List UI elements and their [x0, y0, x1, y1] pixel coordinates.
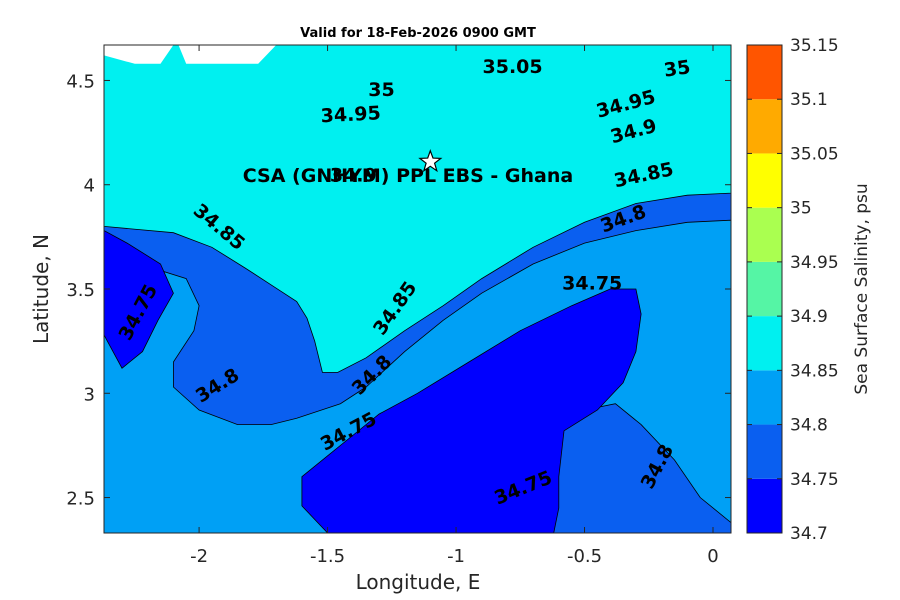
colorbar-block	[747, 207, 782, 262]
colorbar-tick-label: 35.05	[790, 144, 839, 164]
x-axis-label: Longitude, E	[356, 570, 481, 594]
colorbar-label: Sea Surface Salinity, psu	[852, 183, 872, 394]
contour-fill-layer	[104, 45, 731, 533]
x-tick-label: -2	[190, 546, 208, 567]
colorbar-tick-label: 34.9	[790, 307, 828, 327]
contour-label: 34.95	[320, 102, 381, 127]
y-tick-label: 3.5	[66, 280, 95, 301]
x-tick-label: -1.5	[310, 546, 345, 567]
colorbar-tick-label: 34.7	[790, 524, 828, 544]
colorbar-tick-label: 34.8	[790, 416, 828, 436]
site-label: CSA (GNHYM) PPL EBS - Ghana	[243, 165, 573, 187]
contour-low-region-1	[104, 230, 174, 369]
x-tick-label: -1	[447, 546, 465, 567]
colorbar-tick-label: 35	[790, 199, 812, 219]
contour-label: 35.05	[483, 56, 543, 78]
x-axis: -2 -1.5 -1 -0.5 0	[190, 45, 719, 567]
colorbar-ticks: 34.7 34.75 34.8 34.85 34.9 34.95 35 35.05 35.1 35…	[747, 36, 839, 544]
x-tick-label: 0	[707, 546, 718, 567]
contour-low-region-2	[301, 288, 642, 533]
colorbar-tick-label: 35.15	[790, 36, 839, 56]
site-marker: CSA (GNHYM) PPL EBS - Ghana	[243, 149, 573, 187]
contour-label: 34.9	[330, 164, 377, 186]
y-axis: 2.5 3 3.5 4 4.5	[66, 71, 731, 510]
contour-label: 34.75	[562, 273, 622, 295]
y-tick-label: 2.5	[66, 489, 95, 510]
y-tick-label: 4.5	[66, 71, 95, 92]
colorbar-block	[747, 99, 782, 154]
colorbar-block	[747, 424, 782, 479]
colorbar-block	[747, 261, 782, 317]
colorbar-block	[747, 316, 782, 371]
contour-label: 35	[368, 79, 394, 101]
colorbar: 34.7 34.75 34.8 34.85 34.9 34.95 35 35.05 35.1 35…	[746, 36, 872, 544]
missing-data-area	[104, 45, 277, 64]
colorbar-tick-label: 34.95	[790, 253, 839, 273]
colorbar-block	[747, 153, 782, 208]
chart-title: Valid for 18-Feb-2026 0900 GMT	[300, 26, 536, 41]
colorbar-block	[747, 370, 782, 425]
star-icon	[418, 149, 443, 173]
y-tick-label: 3	[84, 384, 95, 405]
y-tick-label: 4	[84, 176, 95, 197]
x-tick-label: -0.5	[567, 546, 602, 567]
colorbar-frame	[746, 44, 783, 534]
colorbar-block	[747, 478, 782, 533]
colorbar-block	[747, 45, 782, 100]
y-axis-label: Latitude, N	[29, 234, 53, 344]
contour-label: 35	[663, 56, 692, 81]
colorbar-tick-label: 35.1	[790, 90, 828, 110]
colorbar-blocks	[747, 45, 782, 533]
colorbar-tick-label: 34.85	[790, 361, 839, 381]
contour-region-34-85	[104, 45, 731, 373]
contour-line-layer	[104, 45, 277, 64]
colorbar-tick-label: 34.75	[790, 470, 839, 490]
